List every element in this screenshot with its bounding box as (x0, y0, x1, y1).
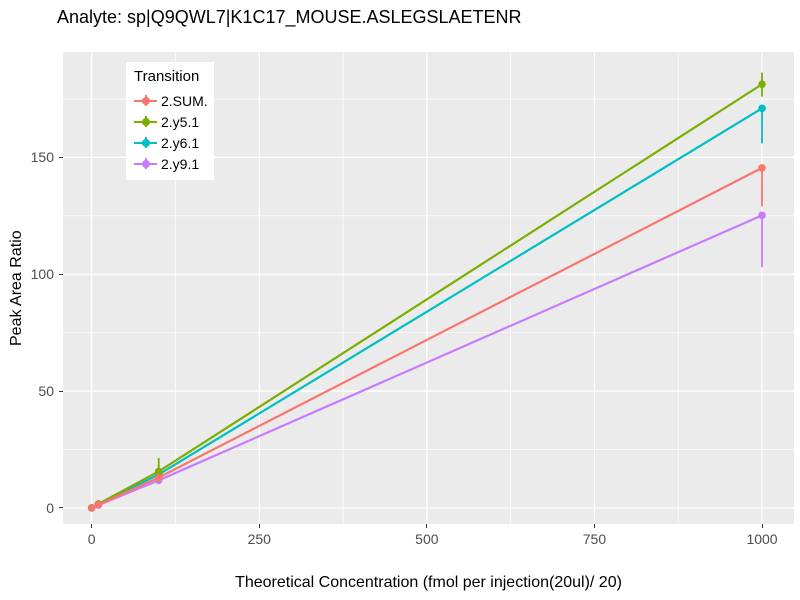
legend-item-label: 2.y6.1 (161, 134, 200, 151)
key-dot (141, 139, 150, 147)
legend-item: 2.y6.1 (134, 132, 208, 153)
series-point (758, 164, 766, 172)
legend-item: 2.SUM. (134, 90, 208, 111)
x-tick-label: 750 (582, 531, 607, 547)
x-axis-title: Theoretical Concentration (fmol per inje… (235, 574, 622, 591)
y-tick-label: 50 (38, 383, 54, 400)
x-tick-mark (91, 524, 93, 528)
key-dot (141, 97, 150, 105)
key-dot (141, 160, 150, 168)
series-point (758, 211, 766, 220)
series-point (154, 473, 163, 482)
series-point (758, 80, 766, 89)
y-axis-title: Peak Area Ratio (8, 230, 25, 346)
legend-item-label: 2.SUM. (161, 92, 208, 109)
x-tick-label: 250 (247, 531, 271, 547)
x-tick-mark (593, 524, 595, 528)
y-tick-label: 150 (30, 149, 54, 166)
y-tick-mark (59, 156, 63, 158)
plot-title: Analyte: sp|Q9QWL7|K1C17_MOUSE.ASLEGSLAE… (57, 7, 522, 27)
x-tick-label: 500 (415, 531, 439, 547)
x-tick-mark (761, 524, 763, 528)
legend-item-label: 2.y5.1 (161, 113, 200, 130)
x-tick-mark (426, 524, 428, 528)
series-point (94, 501, 103, 509)
x-tick-label: 1000 (746, 531, 778, 547)
pointrange-key-icon (134, 93, 157, 108)
x-tick-label: 0 (87, 531, 96, 547)
series-point (758, 104, 766, 113)
x-tick-mark (258, 524, 260, 528)
key-dot (141, 118, 150, 126)
legend: Transition 2.SUM. 2.y5.1 2.y6.1 (126, 62, 214, 180)
y-tick-mark (59, 507, 63, 509)
y-tick-label: 0 (46, 499, 54, 516)
y-tick-mark (59, 273, 63, 275)
y-tick-label: 100 (30, 266, 54, 283)
pointrange-key-icon (134, 156, 157, 171)
legend-item-label: 2.y9.1 (161, 155, 200, 172)
pointrange-key-icon (134, 114, 157, 129)
legend-item: 2.y9.1 (134, 153, 208, 174)
y-tick-mark (59, 390, 63, 392)
pointrange-key-icon (134, 135, 157, 150)
series-point (87, 504, 96, 512)
series-point (154, 467, 163, 476)
legend-item: 2.y5.1 (134, 111, 208, 132)
legend-title: Transition (134, 68, 200, 85)
